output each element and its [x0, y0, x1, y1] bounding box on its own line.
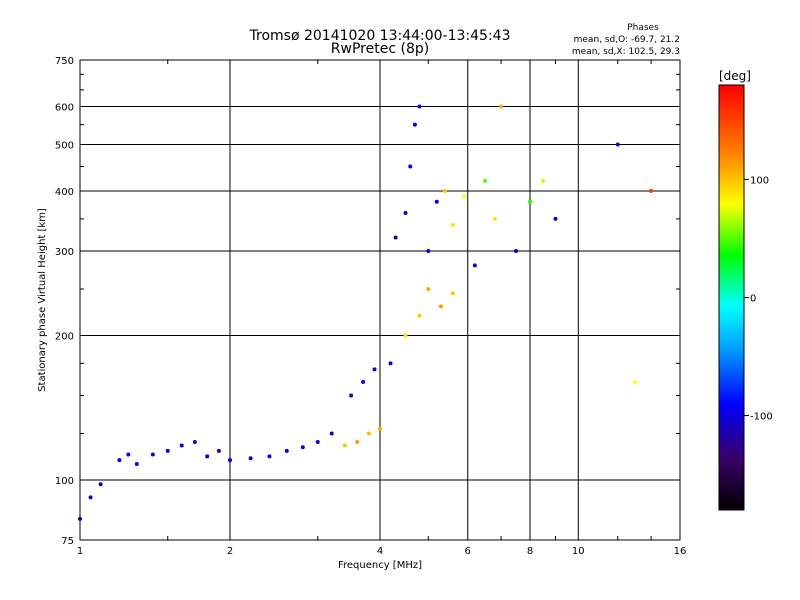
data-point — [179, 443, 184, 448]
data-point — [192, 440, 197, 445]
data-point — [248, 456, 253, 461]
data-point — [216, 448, 221, 453]
data-point — [393, 235, 398, 240]
data-point — [388, 361, 393, 366]
y-tick-label: 750 — [55, 56, 74, 67]
data-point — [528, 199, 532, 204]
data-point — [78, 516, 82, 521]
y-tick-label: 600 — [55, 103, 74, 114]
data-point — [117, 458, 122, 463]
colorbar-tick-label: 0 — [750, 294, 756, 305]
data-point — [366, 431, 371, 436]
data-point — [355, 440, 360, 445]
chart-title: Tromsø 20141020 13:44:00-13:45:43 — [249, 28, 511, 44]
plot-frame — [79, 59, 681, 541]
data-point — [315, 440, 320, 445]
data-point — [438, 304, 443, 309]
data-point — [450, 222, 455, 227]
data-point — [342, 443, 347, 448]
chart-subtitle: RwPretec (8p) — [331, 41, 429, 57]
stats-line-o: mean, sd,O: -69.7, 21.2 — [574, 35, 680, 45]
x-tick-label: 2 — [227, 546, 233, 557]
data-point — [514, 249, 519, 254]
data-point — [403, 333, 408, 338]
data-point — [126, 452, 131, 457]
data-point — [372, 367, 377, 372]
data-point — [492, 216, 497, 221]
data-point — [442, 189, 447, 194]
data-point — [165, 448, 170, 453]
data-point — [434, 199, 439, 204]
stats-line-x: mean, sd,X: 102.5, 29.3 — [572, 47, 680, 57]
y-tick-label: 300 — [55, 247, 74, 258]
y-axis-label: Stationary phase Virtual Height [km] — [37, 208, 48, 392]
x-tick-label: 6 — [465, 546, 471, 557]
y-tick-label: 200 — [55, 332, 74, 343]
data-point — [98, 482, 103, 487]
data-point — [88, 495, 93, 500]
data-point — [426, 249, 431, 254]
colorbar-tick-label: 100 — [750, 175, 769, 186]
data-point — [300, 445, 305, 450]
y-tick-label: 500 — [55, 141, 74, 152]
colorbar: [deg] 100 0 -100 — [718, 69, 773, 511]
data-point — [228, 458, 232, 463]
data-point — [426, 287, 431, 292]
data-point — [267, 454, 272, 459]
x-axis-label: Frequency [MHz] — [338, 560, 422, 571]
data-point — [450, 291, 455, 296]
x-tick-label: 10 — [572, 546, 585, 557]
data-point — [417, 104, 422, 109]
data-point — [205, 454, 210, 459]
y-tick-label: 75 — [61, 536, 74, 547]
data-point — [483, 178, 488, 183]
data-point — [329, 431, 334, 436]
data-point — [284, 448, 289, 453]
data-point — [462, 194, 467, 199]
y-tick-label: 100 — [55, 476, 74, 487]
data-point — [649, 189, 654, 194]
data-point — [472, 263, 477, 268]
x-tick-label: 4 — [377, 546, 383, 557]
plot-area: 1 2 4 6 8 10 16 75 100 200 300 400 500 600 750 — [55, 56, 686, 557]
data-point — [417, 313, 422, 318]
data-point — [150, 452, 155, 457]
data-point — [408, 164, 413, 169]
x-tick-label: 1 — [77, 546, 83, 557]
data-point — [615, 142, 620, 147]
data-point — [633, 380, 638, 385]
data-point — [499, 104, 504, 109]
x-tick-label: 16 — [674, 546, 687, 557]
data-point — [553, 216, 558, 221]
colorbar-tick-label: -100 — [750, 412, 773, 423]
colorbar-unit-label: [deg] — [719, 69, 751, 83]
data-point — [378, 426, 382, 431]
data-point — [361, 380, 366, 385]
data-point — [541, 178, 546, 183]
data-point — [134, 461, 139, 466]
data-point — [412, 122, 417, 127]
colorbar-gradient — [719, 85, 744, 510]
y-tick-label: 400 — [55, 187, 74, 198]
stats-title: Phases — [627, 23, 659, 33]
data-point — [349, 393, 354, 398]
data-point — [403, 211, 408, 216]
x-tick-label: 8 — [527, 546, 533, 557]
